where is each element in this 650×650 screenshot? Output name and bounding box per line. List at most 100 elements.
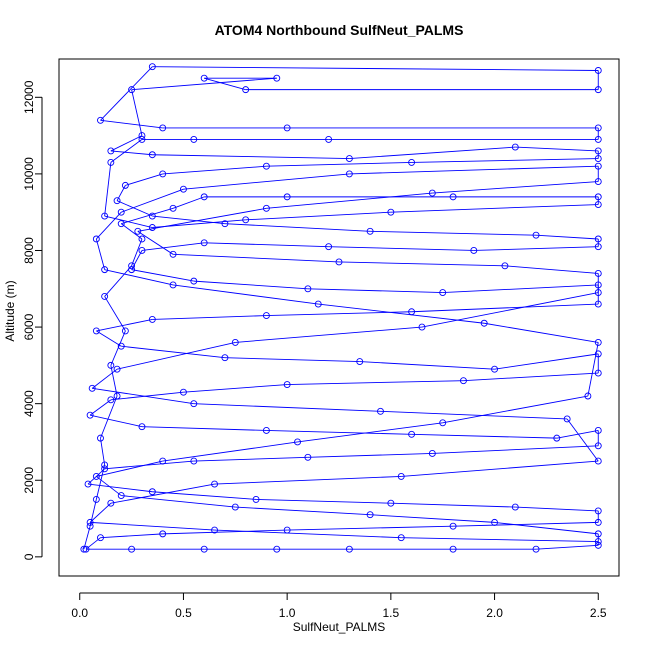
data-point [584,392,592,400]
data-point [283,193,291,201]
series-line-segment [121,345,225,359]
series-line-segment [100,533,163,539]
x-tick-label: 0.0 [71,606,88,620]
data-point [273,74,281,82]
series-line-segment [390,502,516,508]
series-line-segment [297,422,443,443]
series-line-segment [152,315,267,320]
series-line-segment [87,483,153,493]
series-line-segment [463,372,599,382]
series-line-segment [193,456,308,462]
data-point [594,538,602,545]
data-point [159,170,167,178]
data-point [113,197,121,205]
series-line-segment [131,269,194,282]
data-point [408,158,416,166]
data-point [594,350,602,358]
series-line-segment [380,410,568,420]
data-point [594,289,602,297]
data-point [200,193,208,201]
data-point [459,377,467,385]
series-line-segment [96,330,122,347]
data-point [594,270,602,277]
series-line-segment [338,261,505,267]
data-point [97,116,104,124]
series-line-segment [484,322,599,343]
series-line-segment [104,265,132,297]
series-line-segment [92,387,194,405]
series-line-segment [587,342,599,397]
series-line-segment [152,154,350,160]
data-point [80,545,88,553]
data-point [397,472,405,480]
data-point [345,545,353,553]
series-line-segment [90,521,215,531]
data-point [200,545,208,553]
data-point [86,411,94,419]
data-point [107,499,115,507]
series-line-segment [110,483,215,504]
series-line-segment [214,475,402,485]
series-line-segment [390,204,599,213]
data-point [169,250,177,258]
series-line-segment [442,395,588,424]
series-line-segment [96,476,122,496]
data-point [86,518,94,526]
data-point [169,281,177,289]
series-line-segment [204,77,246,91]
series-line-segment [152,66,599,71]
series-line-segment [287,525,454,531]
series-line-segment [266,192,433,209]
series-line-segment [116,341,236,370]
data-point [449,545,457,553]
data-point [594,507,602,515]
data-point [211,526,219,534]
y-axis: 0 2000 4000 6000 8000 10000 12000 [22,80,43,560]
series-line-segment [266,430,412,435]
series-line-segment [96,211,122,240]
series-line-segment [121,188,184,213]
data-point [221,220,229,228]
data-point [594,530,602,538]
series-line-segment [116,200,153,217]
series-line-segment [91,368,118,389]
series-line-segment [432,181,599,194]
data-point [138,132,146,140]
series-line-segment [421,292,599,328]
y-tick-label: 0 [22,553,36,560]
data-point [101,465,109,473]
series-line-segment [494,353,599,370]
data-point [532,231,540,239]
series-line-segment [266,161,412,167]
data-point [169,204,177,212]
series-line-segment [152,215,225,225]
series-line-segment [100,395,118,439]
data-point [397,534,405,542]
data-point [92,472,100,480]
data-point [366,511,374,519]
data-point [92,327,100,335]
data-point [107,147,115,155]
data-point [594,147,602,155]
data-point [345,155,353,163]
data-point [294,438,301,446]
data-point [121,327,129,335]
data-point [107,158,115,166]
data-point [117,492,125,500]
data-point [148,488,156,496]
data-point [190,277,198,285]
series-line-segment [95,464,106,500]
series-line-segment [104,269,174,286]
series-line-segment [235,326,422,343]
series-line-segment [104,460,194,470]
series-line-segment [214,529,402,539]
data-point [128,266,136,274]
series-line-segment [432,445,599,454]
series-line-segment [328,246,474,251]
series-line-segment [104,215,153,228]
series-line-segment [224,223,371,232]
series-line-segment [204,242,329,248]
data-point [138,247,146,254]
data-point [594,67,602,74]
series-line-segment [120,223,143,240]
